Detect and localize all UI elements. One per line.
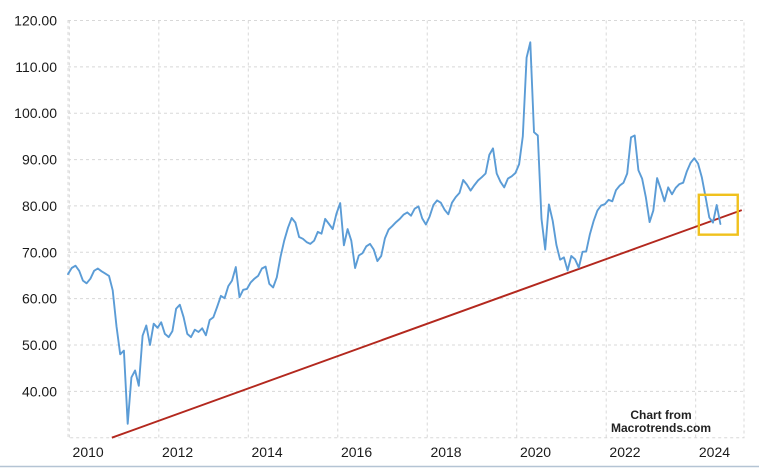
- y-tick-label: 90.00: [22, 152, 57, 168]
- watermark-line2: Macrotrends.com: [610, 421, 712, 435]
- price-line: [67, 41, 722, 425]
- highlight-box: [697, 193, 739, 236]
- y-tick-label: 110.00: [15, 59, 57, 75]
- x-tick-label: 2018: [430, 444, 461, 460]
- y-tick-label: 120.00: [14, 13, 57, 29]
- watermark: Chart from Macrotrends.com: [586, 409, 736, 435]
- x-tick-label: 2022: [609, 444, 640, 460]
- watermark-line1: Chart from: [630, 408, 692, 422]
- x-tick-label: 2024: [699, 444, 730, 460]
- y-tick-label: 60.00: [22, 291, 57, 307]
- x-tick-label: 2014: [252, 444, 283, 460]
- x-tick-label: 2012: [162, 444, 193, 460]
- y-tick-label: 70.00: [22, 244, 57, 260]
- y-tick-label: 50.00: [22, 337, 57, 353]
- x-tick-label: 2010: [73, 444, 104, 460]
- y-tick-label: 80.00: [22, 198, 57, 214]
- x-tick-label: 2020: [520, 444, 551, 460]
- y-tick-label: 100.00: [14, 105, 57, 121]
- x-tick-label: 2016: [341, 444, 372, 460]
- trend-line: [111, 209, 743, 439]
- y-tick-label: 40.00: [22, 383, 57, 399]
- plot-border: [67, 20, 745, 439]
